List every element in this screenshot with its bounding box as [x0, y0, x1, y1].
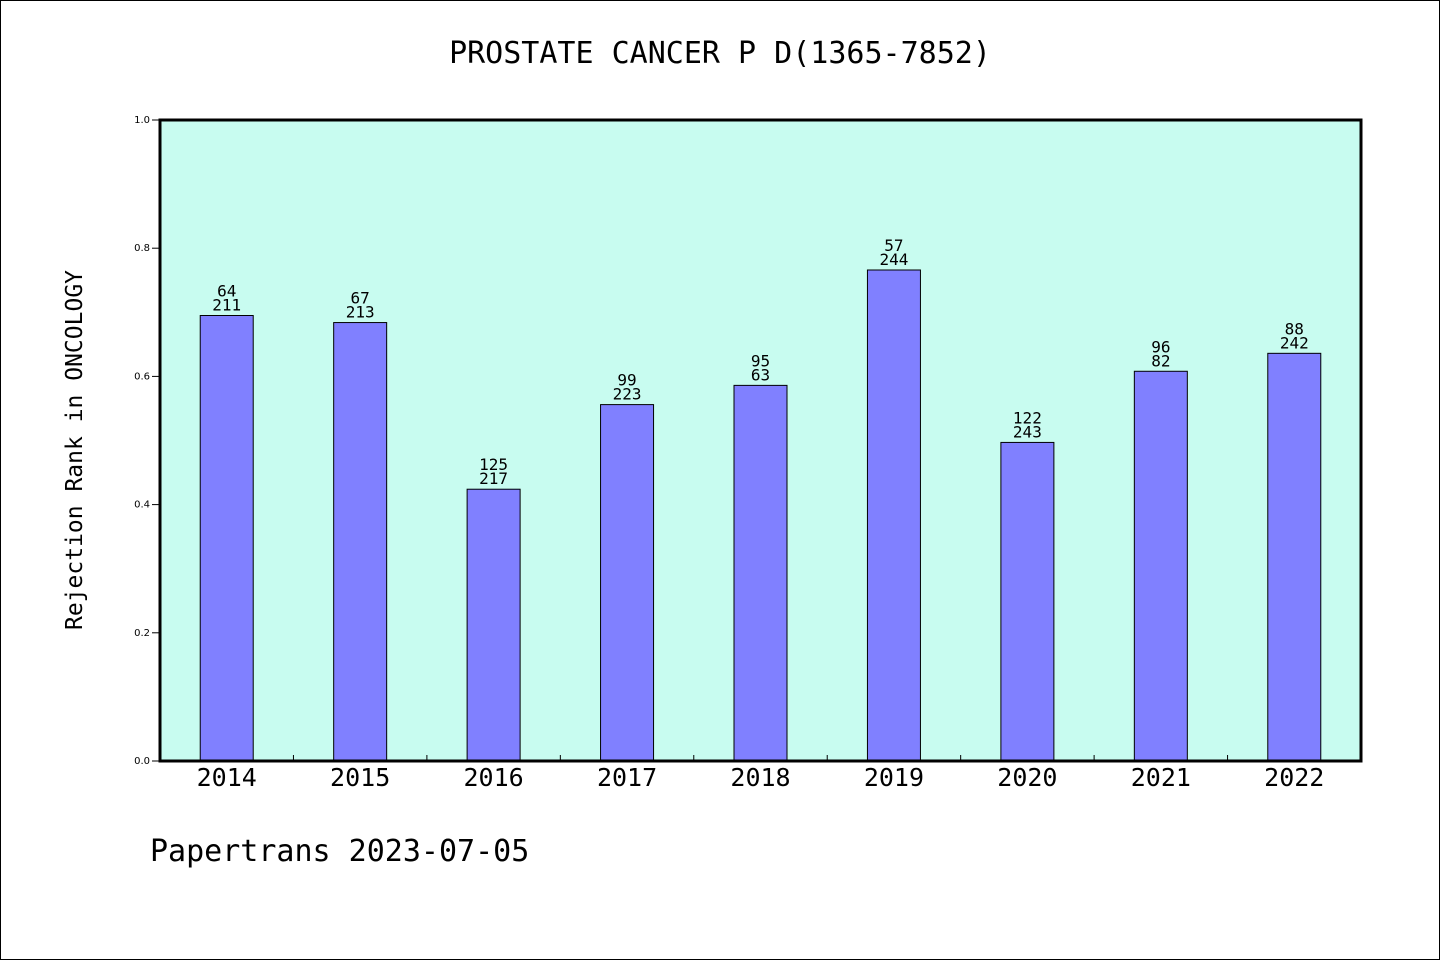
bar-label-top: 67: [351, 289, 370, 308]
bar-label-bottom: 244: [879, 250, 908, 269]
bar-label-top: 88: [1285, 319, 1304, 338]
bar-label-top: 95: [751, 351, 770, 370]
bar-label-top: 122: [1013, 408, 1042, 427]
bar-label-top: 99: [617, 371, 636, 390]
bar-label-bottom: 63: [751, 365, 770, 384]
y-tick-label: 0.6: [134, 371, 150, 382]
bar-2015: [333, 322, 388, 762]
x-tick-label: 2018: [730, 763, 790, 792]
y-tick-label: 1.0: [134, 115, 150, 126]
bar-label-bottom: 217: [479, 469, 508, 488]
bar-2017: [600, 404, 655, 762]
bar-2022: [1267, 352, 1322, 762]
x-tick-label: 2022: [1264, 763, 1324, 792]
bar-label-bottom: 243: [1013, 422, 1042, 441]
bar-label-bottom: 211: [212, 296, 241, 315]
bar-label-top: 64: [217, 282, 236, 301]
x-tick-label: 2016: [464, 763, 524, 792]
bar-2021: [1133, 370, 1188, 762]
bar-label-top: 96: [1151, 337, 1170, 356]
bar-label-bottom: 213: [346, 303, 375, 322]
bar-2020: [1000, 441, 1055, 762]
y-tick-label: 0.2: [134, 628, 150, 639]
chart-title: PROSTATE CANCER P D(1365-7852): [449, 36, 991, 71]
bars: [199, 269, 1322, 762]
x-axis-ticks: 2014 2015 2016 2017 2018 2019 2020 2021 2022: [197, 755, 1324, 792]
y-tick-label: 0.0: [134, 756, 150, 767]
bar-label-top: 125: [479, 455, 508, 474]
bar-label-bottom: 82: [1151, 351, 1170, 370]
y-tick-label: 0.8: [134, 243, 150, 254]
x-tick-label: 2021: [1131, 763, 1191, 792]
plot-border: [158, 118, 1363, 763]
bar-2014: [199, 315, 254, 762]
y-axis-ticks: 0.0 0.2 0.4 0.6 0.8 1.0: [134, 115, 160, 767]
bar-label-top: 57: [884, 236, 903, 255]
bar-label-bottom: 242: [1280, 333, 1309, 352]
bar-2018: [733, 384, 788, 762]
x-tick-label: 2014: [197, 763, 257, 792]
x-tick-label: 2019: [864, 763, 924, 792]
x-tick-label: 2015: [330, 763, 390, 792]
bar-2016: [466, 488, 521, 762]
bar-label-bottom: 223: [613, 385, 642, 404]
bar-2019: [866, 269, 921, 762]
x-tick-label: 2020: [997, 763, 1057, 792]
y-tick-label: 0.4: [134, 500, 150, 511]
x-tick-label: 2017: [597, 763, 657, 792]
footer-text: Papertrans 2023-07-05: [150, 834, 530, 869]
